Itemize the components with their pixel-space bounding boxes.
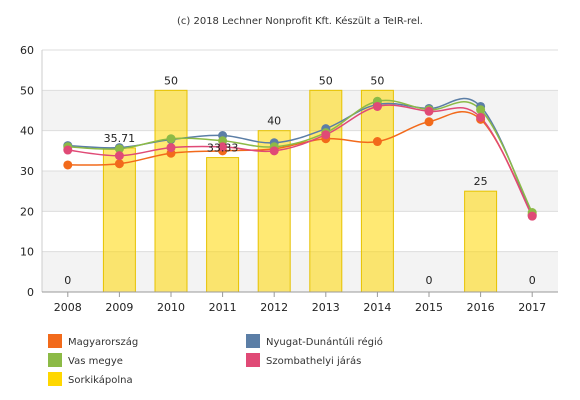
bar-data-label: 40 [267, 115, 281, 128]
bar-data-label: 0 [64, 274, 71, 287]
y-tick-label: 20 [20, 205, 34, 218]
bar[interactable] [154, 89, 188, 293]
series-point[interactable] [476, 105, 486, 115]
series-point[interactable] [321, 130, 331, 140]
y-tick-label: 0 [27, 286, 34, 299]
y-tick-label: 50 [20, 84, 34, 97]
bar-data-label: 50 [164, 74, 178, 87]
bar-data-label: 0 [426, 274, 433, 287]
x-tick-label: 2011 [209, 301, 237, 314]
legend-swatch [48, 372, 62, 386]
y-tick-label: 40 [20, 125, 34, 138]
x-tick-label: 2015 [415, 301, 443, 314]
bar-data-labels: 0 35.71 50 33.33 40 50 50 0 25 0 [64, 74, 535, 287]
series-point[interactable] [166, 143, 176, 153]
series-point[interactable] [114, 159, 124, 169]
bar[interactable] [102, 147, 136, 293]
x-tick-label: 2016 [467, 301, 495, 314]
bar[interactable] [464, 190, 498, 293]
bar-data-label: 33.33 [207, 142, 239, 155]
legend-swatch [246, 334, 260, 348]
series-point[interactable] [527, 211, 537, 221]
series-point[interactable] [269, 146, 279, 156]
x-tick-label: 2009 [105, 301, 133, 314]
series-line [67, 99, 533, 213]
legend-label[interactable]: Magyarország [68, 336, 138, 348]
series-point[interactable] [114, 144, 124, 154]
x-tick-label: 2010 [157, 301, 185, 314]
series-point[interactable] [476, 112, 486, 122]
chart-credit: (c) 2018 Lechner Nonprofit Kft. Készült … [177, 15, 423, 27]
y-tick-label: 60 [20, 44, 34, 57]
bar-data-label: 35.71 [104, 132, 136, 145]
legend-label[interactable]: Szombathelyi járás [266, 355, 361, 367]
series-point[interactable] [63, 160, 73, 170]
bar-data-label: 50 [319, 74, 333, 87]
bar[interactable] [360, 89, 394, 293]
series-point[interactable] [114, 151, 124, 161]
series-point[interactable] [424, 117, 434, 127]
legend-swatch [48, 334, 62, 348]
bar-data-label: 25 [474, 175, 488, 188]
legend-label[interactable]: Sorkikápolna [68, 374, 133, 386]
line-points [63, 96, 537, 221]
bar-data-label: 0 [529, 274, 536, 287]
bar-data-label: 50 [370, 74, 384, 87]
axes: 0 10 20 30 40 50 60 2008 2009 2010 2011 2012 2013 201… [20, 44, 558, 314]
x-tick-label: 2014 [363, 301, 391, 314]
legend-label[interactable]: Vas megye [68, 356, 123, 367]
bar[interactable] [309, 89, 343, 293]
line-series [67, 97, 533, 217]
bar[interactable] [206, 157, 240, 293]
bar[interactable] [257, 130, 291, 293]
series-point[interactable] [372, 137, 382, 147]
series-point[interactable] [166, 134, 176, 144]
y-tick-label: 10 [20, 246, 34, 259]
legend-swatch [246, 353, 260, 367]
y-tick-label: 30 [20, 165, 34, 178]
bar-series [102, 89, 498, 293]
series-point[interactable] [424, 106, 434, 116]
x-tick-label: 2013 [312, 301, 340, 314]
legend: Magyarország Nyugat-Dunántúli régió Vas me… [48, 334, 383, 386]
legend-swatch [48, 353, 62, 367]
series-point[interactable] [218, 142, 228, 152]
series-point[interactable] [63, 145, 73, 155]
series-point[interactable] [372, 101, 382, 111]
x-tick-label: 2008 [54, 301, 82, 314]
x-tick-label: 2012 [260, 301, 288, 314]
x-tick-label: 2017 [518, 301, 546, 314]
legend-label[interactable]: Nyugat-Dunántúli régió [266, 336, 383, 348]
series-line [67, 104, 533, 217]
